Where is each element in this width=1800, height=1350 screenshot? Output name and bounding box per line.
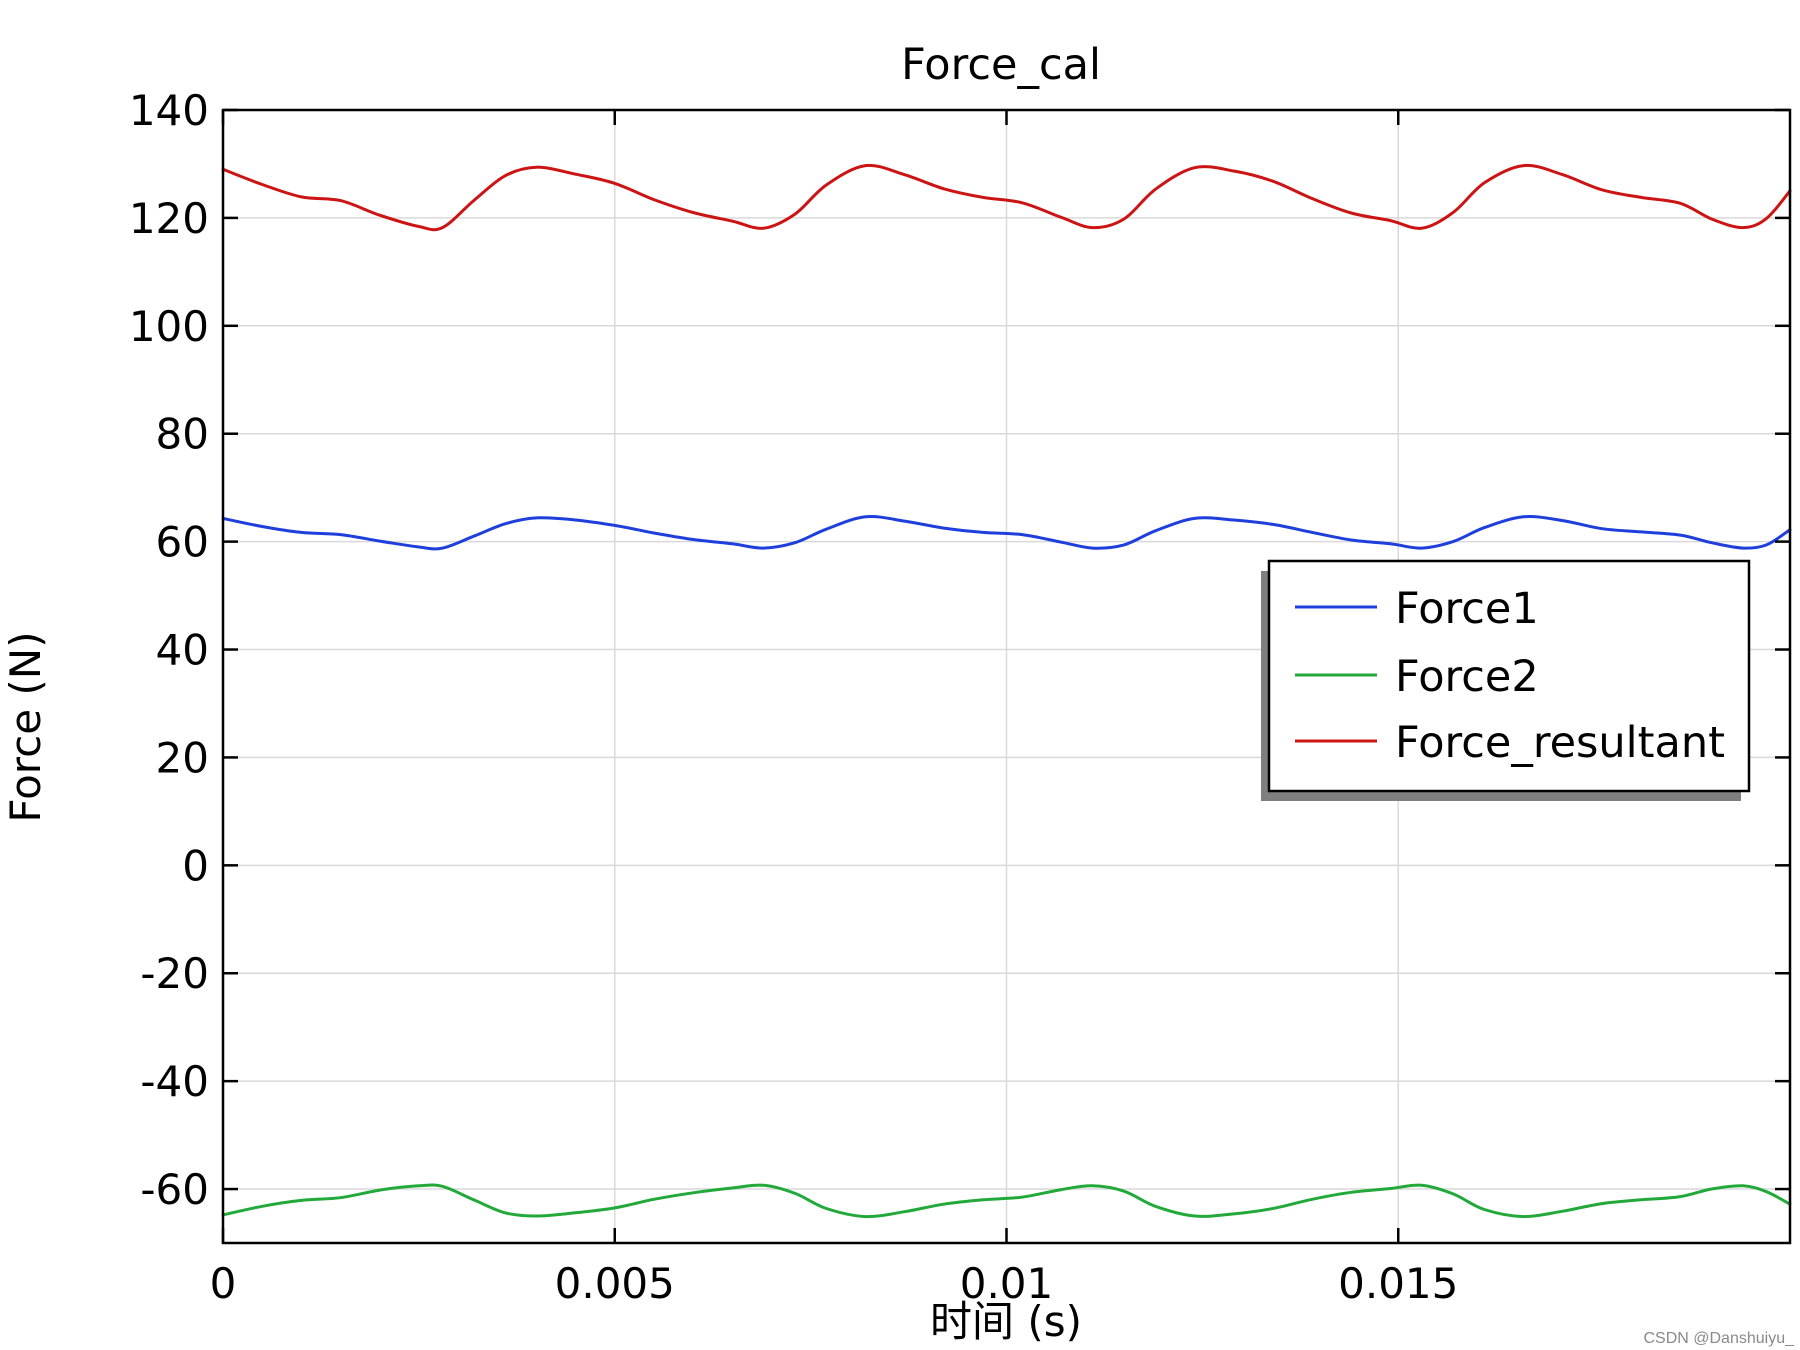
y-tick-label: 40 <box>156 626 209 675</box>
y-tick-label: 140 <box>129 86 209 135</box>
y-tick-label: 60 <box>156 518 209 567</box>
y-tick-label: 100 <box>129 302 209 351</box>
series-line-force1 <box>221 515 1792 551</box>
watermark: CSDN @Danshuiyu_ <box>1643 1330 1795 1347</box>
y-tick-label: 20 <box>156 733 209 782</box>
legend-label: Force_resultant <box>1395 718 1725 768</box>
y-tick-label: -40 <box>140 1057 209 1106</box>
x-tick-label: 0.005 <box>555 1259 675 1308</box>
x-tick-label: 0.01 <box>960 1259 1054 1308</box>
y-axis-title: Force (N) <box>1 631 50 822</box>
x-tick-label: 0 <box>210 1259 237 1308</box>
y-tick-label: -60 <box>140 1165 209 1214</box>
chart-title: Force_cal <box>901 40 1101 90</box>
y-tick-label: -20 <box>140 949 209 998</box>
legend-label: Force1 <box>1395 584 1539 634</box>
x-tick-label: 0.015 <box>1338 1259 1458 1308</box>
series-line-force-resultant <box>221 163 1792 232</box>
y-tick-label: 120 <box>129 194 209 243</box>
series-line-force2 <box>221 1183 1792 1219</box>
plot-lines <box>221 163 1792 1219</box>
y-tick-label: 0 <box>182 841 209 890</box>
axis-ticks <box>221 108 1790 1243</box>
legend-label: Force2 <box>1395 652 1539 702</box>
y-tick-label: 80 <box>156 410 209 459</box>
x-axis-title: 时间 (s) <box>930 1297 1082 1346</box>
legend[interactable]: Force1 Force2 Force_resultant <box>1261 559 1751 801</box>
